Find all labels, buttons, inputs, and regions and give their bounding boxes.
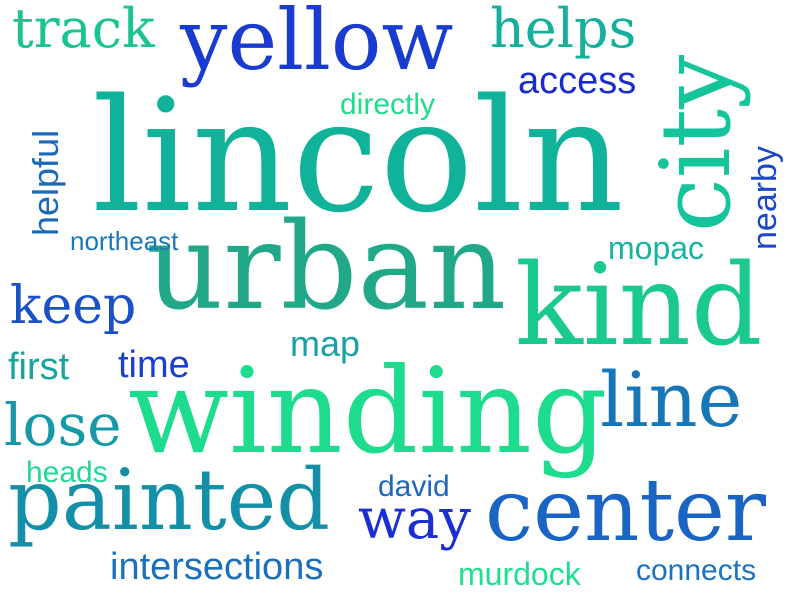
word-painted: painted	[8, 451, 331, 549]
word-heads: heads	[26, 456, 108, 489]
word-winding: winding	[128, 342, 608, 480]
word-urban: urban	[146, 198, 507, 337]
word-kind: kind	[515, 241, 763, 371]
word-lose: lose	[4, 391, 122, 459]
word-nearby: nearby	[746, 146, 784, 250]
word-city: city	[640, 54, 752, 232]
word-access: access	[518, 60, 637, 102]
word-directly: directly	[340, 88, 436, 121]
word-track: track	[12, 0, 155, 60]
word-intersections: intersections	[110, 546, 324, 588]
word-murdock: murdock	[458, 556, 581, 592]
word-line: line	[600, 355, 743, 444]
word-david: david	[378, 470, 450, 503]
word-map: map	[290, 323, 361, 364]
word-helpful: helpful	[25, 129, 66, 236]
word-center: center	[485, 461, 767, 561]
word-first: first	[8, 346, 70, 388]
word-yellow: yellow	[180, 0, 454, 89]
word-way: way	[358, 487, 471, 552]
word-helps: helps	[490, 0, 637, 60]
word-time: time	[118, 344, 190, 386]
word-mopac: mopac	[608, 230, 705, 266]
word-lincoln: lincoln	[92, 65, 624, 247]
word-keep: keep	[10, 276, 137, 336]
word-connects: connects	[636, 554, 757, 587]
word-northeast: northeast	[70, 226, 179, 256]
